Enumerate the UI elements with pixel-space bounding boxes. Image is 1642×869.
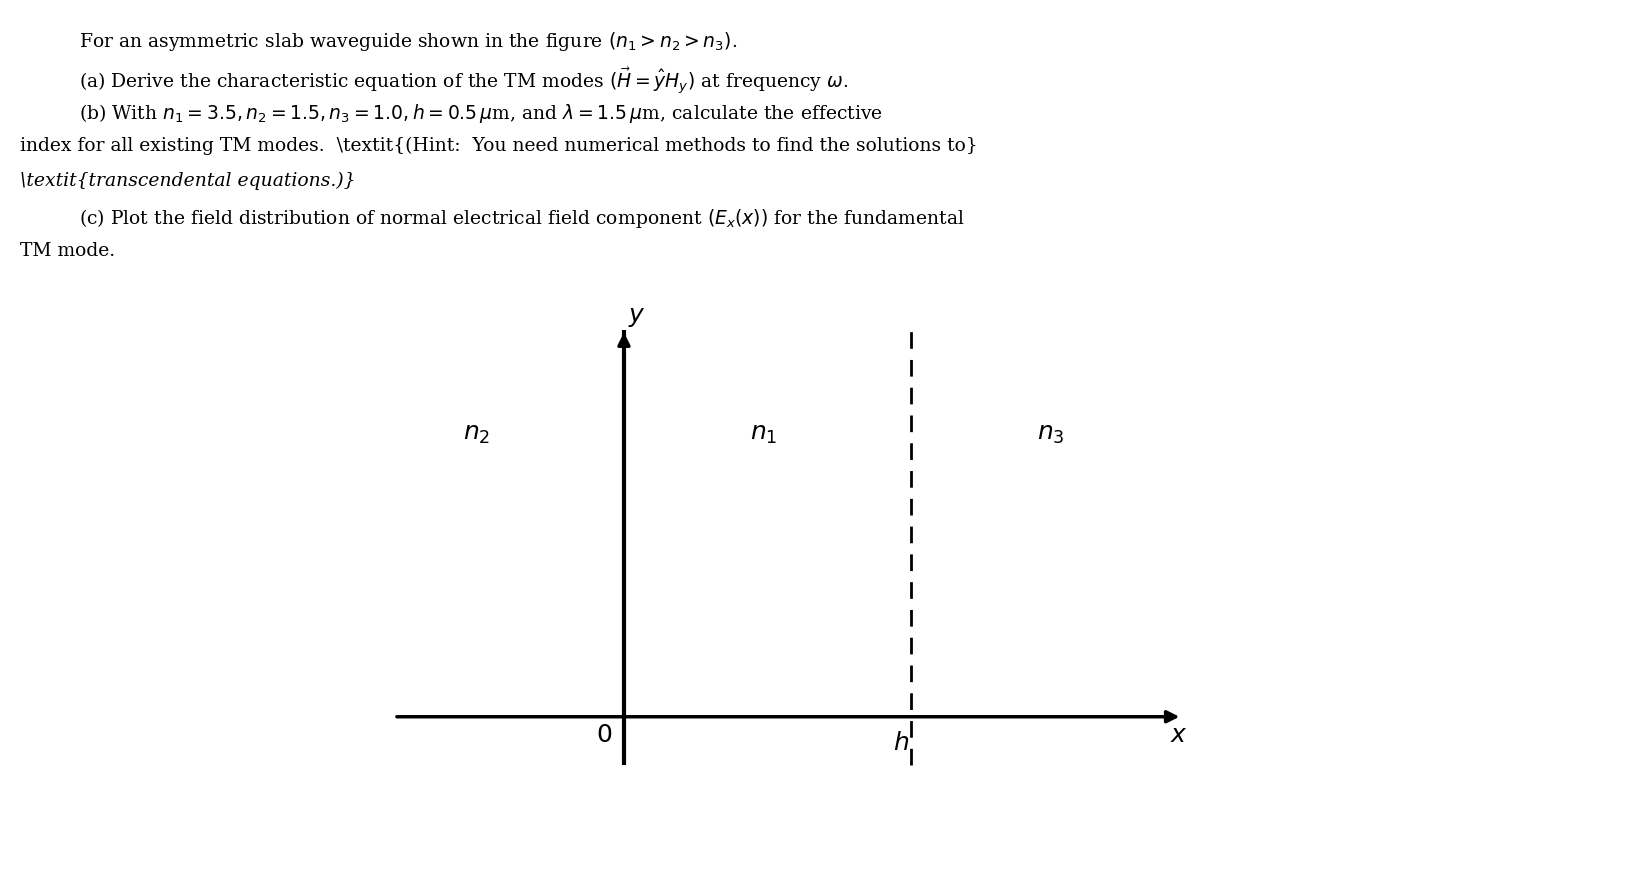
Text: \textit{transcendental equations.)}: \textit{transcendental equations.)} (20, 171, 355, 189)
Text: (b) With $n_1 = 3.5, n_2 = 1.5, n_3 = 1.0, h = 0.5\,\mu$m, and $\lambda = 1.5\,\: (b) With $n_1 = 3.5, n_2 = 1.5, n_3 = 1.… (79, 102, 883, 124)
Text: (c) Plot the field distribution of normal electrical field component $(E_x(x))$ : (c) Plot the field distribution of norma… (79, 207, 964, 229)
Text: $h$: $h$ (893, 732, 910, 754)
Text: $n_1$: $n_1$ (750, 423, 777, 446)
Text: $x$: $x$ (1171, 723, 1187, 746)
Text: $n_3$: $n_3$ (1038, 423, 1064, 446)
Text: $y$: $y$ (629, 306, 645, 328)
Text: index for all existing TM modes.  \textit{(Hint:  You need numerical methods to : index for all existing TM modes. \textit… (20, 136, 977, 155)
Text: $n_2$: $n_2$ (463, 423, 489, 446)
Text: $0$: $0$ (596, 723, 612, 746)
Text: For an asymmetric slab waveguide shown in the figure $(n_1 > n_2 > n_3)$.: For an asymmetric slab waveguide shown i… (79, 30, 737, 53)
Text: TM mode.: TM mode. (20, 242, 115, 260)
Text: (a) Derive the characteristic equation of the TM modes $(\vec{H} = \hat{y}H_y)$ : (a) Derive the characteristic equation o… (79, 65, 847, 96)
